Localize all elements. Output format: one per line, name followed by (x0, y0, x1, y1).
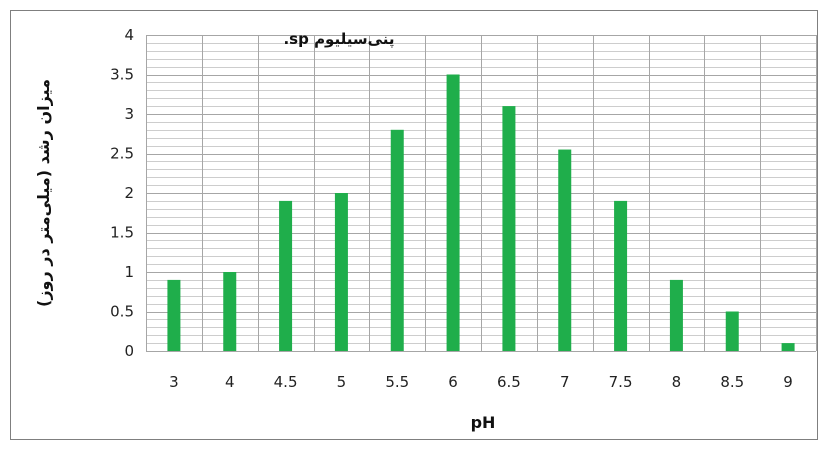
bar-5.5 (390, 129, 404, 351)
bar-6 (446, 74, 460, 351)
x-tick-label: 7 (560, 373, 570, 391)
chart-title: پنی‌سیلیوم sp. (283, 30, 394, 49)
bar-8.5 (725, 311, 739, 351)
y-tick-label: 2.5 (110, 145, 134, 163)
bar-3 (167, 279, 181, 351)
x-axis-ticks: 3 4 4.5 5 5.5 6 6.5 7 7.5 8 8.5 9 (169, 373, 793, 391)
gridlines (146, 35, 817, 352)
y-axis-title: میزان رشد (میلی‌متر در روز) (34, 79, 53, 307)
x-tick-label: 7.5 (609, 373, 633, 391)
x-tick-label: 9 (783, 373, 793, 391)
y-tick-label: 1 (124, 263, 134, 281)
y-tick-label: 3.5 (110, 66, 134, 84)
x-tick-label: 5 (337, 373, 347, 391)
bar-7 (558, 149, 572, 351)
y-tick-label: 0 (124, 342, 134, 360)
bar-5 (334, 193, 348, 351)
x-tick-label: 4.5 (274, 373, 298, 391)
bar-6.5 (502, 106, 516, 351)
bar-4 (223, 272, 237, 351)
x-tick-label: 6.5 (497, 373, 521, 391)
y-tick-label: 0.5 (110, 303, 134, 321)
y-tick-label: 2 (124, 184, 134, 202)
y-tick-label: 4 (124, 26, 134, 44)
y-axis-ticks: 0 0.5 1 1.5 2 2.5 3 3.5 4 (110, 26, 134, 360)
x-tick-label: 5.5 (385, 373, 409, 391)
x-tick-label: 3 (169, 373, 179, 391)
bar-9 (781, 343, 795, 351)
x-tick-label: 8 (672, 373, 682, 391)
y-tick-label: 1.5 (110, 224, 134, 242)
bar-8 (669, 279, 683, 351)
bar-chart: 0 0.5 1 1.5 2 2.5 3 3.5 4 3 4 4.5 5 5.5 6 6.5 7 7.5 8 8.5 9… (34, 26, 817, 432)
bar-7.5 (614, 200, 628, 351)
chart-frame: 0 0.5 1 1.5 2 2.5 3 3.5 4 3 4 4.5 5 5.5 6 6.5 7 7.5 8 8.5 9… (10, 10, 818, 440)
bars (167, 74, 795, 351)
x-tick-label: 8.5 (720, 373, 744, 391)
x-tick-label: 4 (225, 373, 235, 391)
bar-4.5 (279, 200, 293, 351)
x-axis-title: pH (471, 413, 496, 432)
y-tick-label: 3 (124, 105, 134, 123)
x-tick-label: 6 (448, 373, 458, 391)
